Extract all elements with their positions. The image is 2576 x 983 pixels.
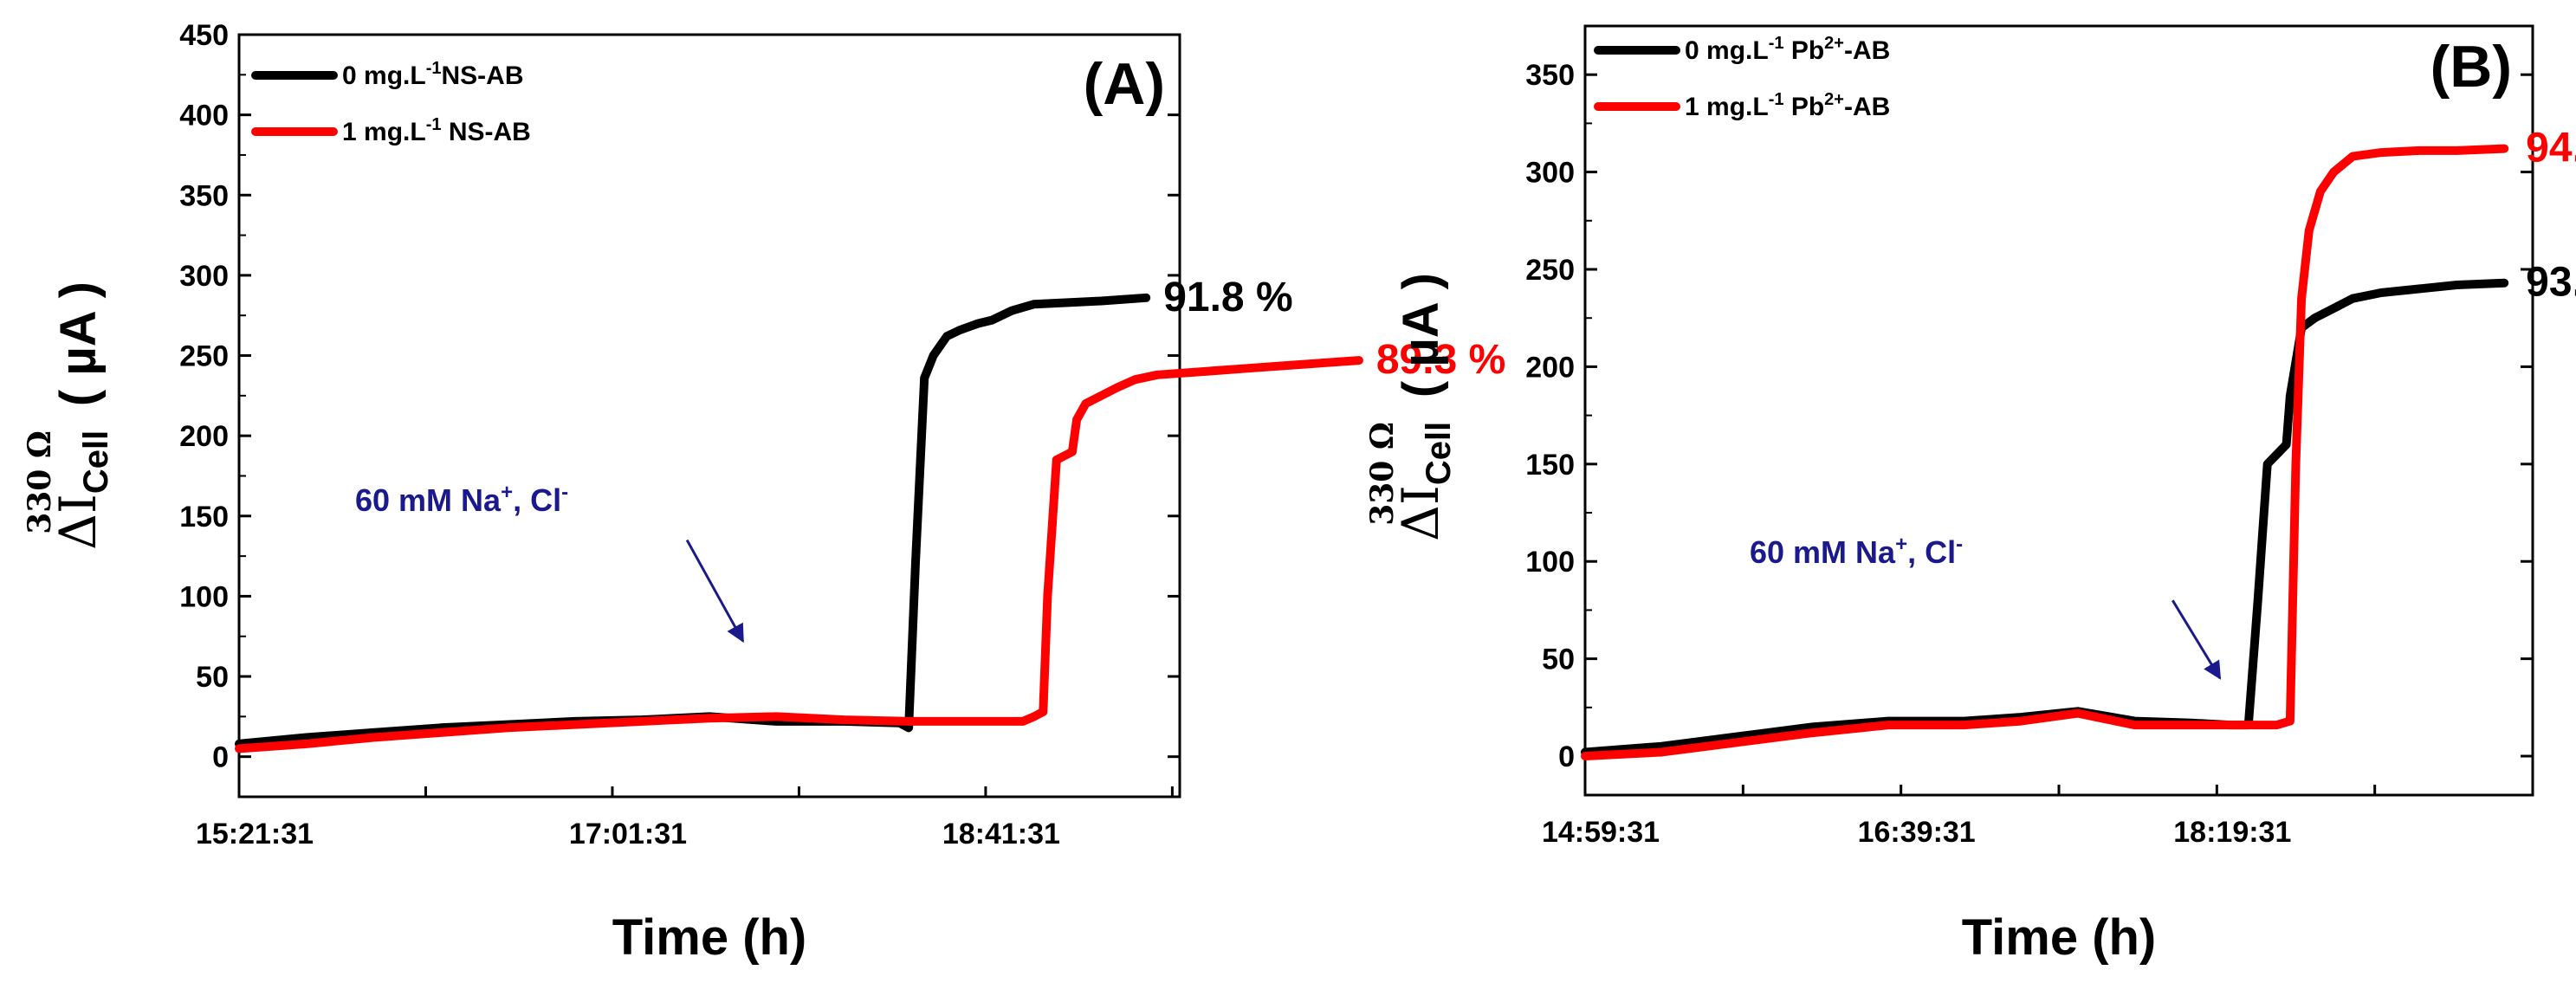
y-tick-label: 250 xyxy=(179,340,229,373)
annotation-text: , Cl xyxy=(1907,534,1956,570)
chart-panel-a: 0 50 100 150 200 250 300 350 400 450 15:21:31 17:01… xyxy=(22,19,1505,966)
annotation-text: 60 mM Na xyxy=(1750,534,1896,570)
y-tick-label: 400 xyxy=(179,100,229,133)
y-tick-label: 300 xyxy=(179,260,229,293)
chart-panel-b: 0 50 100 150 200 250 300 350 14:59:31 16:39:31 18:… xyxy=(1364,24,2576,966)
y-axis-label: ΔICell 330 Ω ( µA ) xyxy=(1364,273,1458,541)
legend-label-sup: 2+ xyxy=(1824,90,1844,109)
series-line-1 xyxy=(235,356,1363,753)
legend-label-text: 1 mg.L xyxy=(1685,93,1769,121)
y-axis-label-main: ΔI xyxy=(1391,485,1450,541)
series-line-1 xyxy=(1581,144,2509,760)
annotation-sup: - xyxy=(561,481,568,504)
x-axis-label: Time (h) xyxy=(1962,909,2157,966)
legend-label: 0 mg.L-1 Pb2+-AB xyxy=(1685,34,1890,65)
legend-label: 1 mg.L-1 NS-AB xyxy=(342,115,531,146)
legend-label-text: Pb xyxy=(1783,93,1824,121)
series-line-0 xyxy=(1581,278,2509,757)
end-value-label: 91.8 % xyxy=(1163,275,1292,320)
y-tick-label: 100 xyxy=(179,580,229,613)
legend-label-text: 0 mg.L xyxy=(342,61,426,90)
y-axis-label-main: ΔI xyxy=(49,494,107,550)
annotation-text: , Cl xyxy=(513,482,561,518)
legend-label-sup: -1 xyxy=(1769,90,1784,109)
x-tick-label: 16:39:31 xyxy=(1858,816,1976,849)
y-tick-label: 150 xyxy=(1525,449,1575,482)
annotation-label: 60 mM Na+, Cl- xyxy=(1750,533,1963,570)
y-axis-label-unit: ( µA ) xyxy=(50,281,107,406)
legend-label-sup: -1 xyxy=(1769,34,1784,53)
x-axis-label: Time (h) xyxy=(612,909,807,966)
legend-label: 1 mg.L-1 Pb2+-AB xyxy=(1685,90,1890,121)
legend-label-text: NS-AB xyxy=(441,118,530,146)
y-tick-label: 200 xyxy=(1525,351,1575,384)
annotation-sup: - xyxy=(1956,533,1963,556)
x-tick-label: 18:41:31 xyxy=(942,818,1060,850)
y-tick-label: 100 xyxy=(1525,546,1575,579)
y-tick-label: 200 xyxy=(179,420,229,453)
legend-label-text: Pb xyxy=(1783,36,1824,65)
legend: 0 mg.L-1NS-AB1 mg.L-1 NS-AB xyxy=(251,59,531,146)
y-tick-label: 50 xyxy=(196,661,229,694)
y-axis-label-sub: Cell xyxy=(77,430,115,494)
legend-label-text: -AB xyxy=(1844,93,1890,121)
series-line-0 xyxy=(235,293,1151,748)
end-value-label: 94.6 % xyxy=(2526,126,2576,171)
legend-label-sup: -1 xyxy=(426,59,442,78)
panel-tag: (A) xyxy=(1084,51,1165,117)
annotation-arrow xyxy=(2171,599,2222,680)
y-tick-label: 300 xyxy=(1525,157,1575,190)
y-tick-label: 0 xyxy=(1558,740,1575,773)
legend-label-text: -AB xyxy=(1844,36,1890,65)
annotation-text: 60 mM Na xyxy=(355,482,502,518)
y-tick-label: 0 xyxy=(212,741,229,774)
y-axis-label-sub: Cell xyxy=(1420,422,1458,485)
plot-frame xyxy=(1583,24,2534,797)
legend-label-sup: 2+ xyxy=(1824,34,1844,53)
y-axis: 0 50 100 150 200 250 300 350 xyxy=(1525,59,2533,773)
annotation-sup: + xyxy=(1895,533,1907,556)
panel-tag: (B) xyxy=(2430,34,2512,100)
y-axis-label-sup: 330 Ω xyxy=(1364,422,1401,526)
legend-label-text: 0 mg.L xyxy=(1685,36,1769,65)
legend-label: 0 mg.L-1NS-AB xyxy=(342,59,523,90)
legend-label-text: 1 mg.L xyxy=(342,118,426,146)
x-axis: 14:59:31 16:39:31 18:19:31 xyxy=(1542,785,2377,849)
x-tick-label: 17:01:31 xyxy=(569,818,687,850)
annotation-label: 60 mM Na+, Cl- xyxy=(355,481,568,518)
y-tick-label: 150 xyxy=(179,501,229,534)
x-tick-label: 15:21:31 xyxy=(196,818,314,850)
y-tick-label: 50 xyxy=(1542,643,1575,676)
plot-frame xyxy=(237,33,1181,799)
legend-label-sup: -1 xyxy=(426,115,442,134)
end-value-label: 93.5 % xyxy=(2526,260,2576,306)
x-tick-label: 18:19:31 xyxy=(2173,816,2291,849)
legend-label-text: NS-AB xyxy=(441,61,523,90)
x-tick-label: 14:59:31 xyxy=(1542,816,1660,849)
legend: 0 mg.L-1 Pb2+-AB1 mg.L-1 Pb2+-AB xyxy=(1594,34,1890,121)
y-tick-label: 350 xyxy=(179,179,229,212)
y-tick-label: 350 xyxy=(1525,59,1575,92)
end-value-label: 89.3 % xyxy=(1376,337,1505,383)
y-tick-label: 450 xyxy=(179,19,229,52)
annotation-arrow xyxy=(685,539,745,643)
y-tick-label: 250 xyxy=(1525,254,1575,287)
y-axis-label: ΔICell 330 Ω ( µA ) xyxy=(22,281,115,550)
x-axis: 15:21:31 17:01:31 18:41:31 xyxy=(196,786,1174,850)
y-axis: 0 50 100 150 200 250 300 350 400 450 xyxy=(179,19,1180,774)
y-axis-label-unit: ( µA ) xyxy=(1393,273,1449,398)
annotation-sup: + xyxy=(501,481,513,504)
y-axis-label-sup: 330 Ω xyxy=(22,430,58,534)
